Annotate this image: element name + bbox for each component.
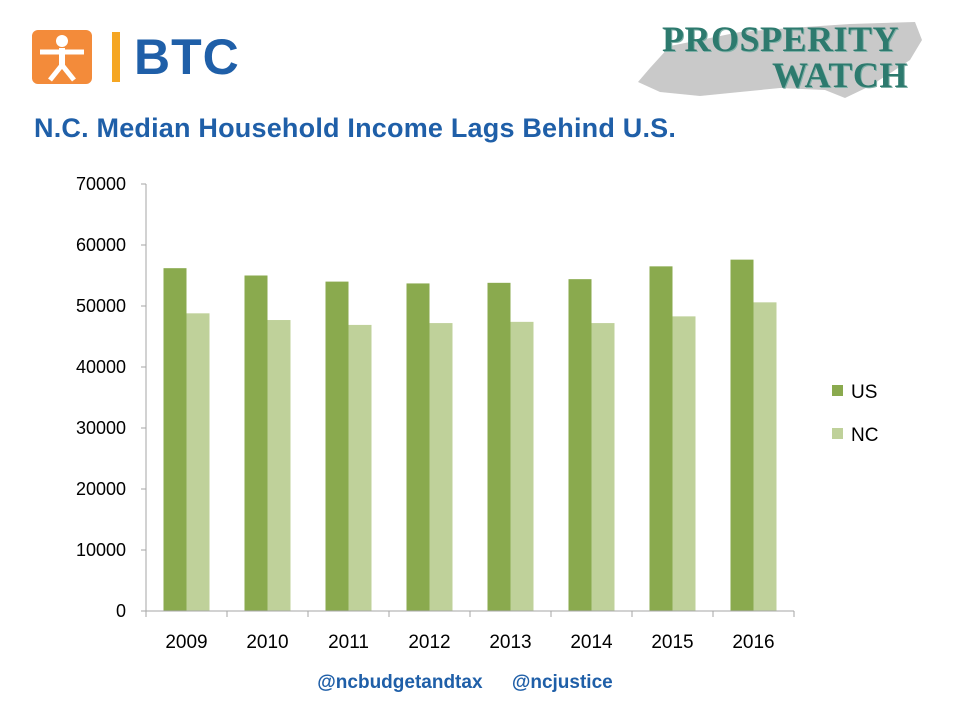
legend-swatch-nc [832,428,843,439]
x-tick-label: 2011 [328,632,369,653]
handle-ncjustice[interactable]: @ncjustice [511,672,613,693]
footer: @ncbudgetandtax @ncjustice [0,672,930,694]
handle-ncbudgetandtax[interactable]: @ncbudgetandtax [317,672,483,693]
y-tick-label: 0 [116,601,126,621]
y-tick-label: 60000 [76,235,126,255]
bar-us-2010 [244,275,268,611]
bar-nc-2010 [267,320,291,611]
y-tick-label: 40000 [76,357,126,377]
figure-icon [32,30,92,84]
bar-nc-2014 [591,323,615,611]
legend-swatch-us [832,385,843,396]
nc-state-shape [638,22,922,98]
bar-nc-2012 [429,323,453,611]
logo-divider [112,32,120,82]
bar-us-2016 [730,259,754,611]
btc-logo-text: BTC [134,29,240,85]
bar-us-2013 [487,282,511,611]
bars [163,259,777,611]
bar-nc-2013 [510,321,534,611]
bar-us-2011 [325,281,349,611]
bar-us-2015 [649,266,673,611]
btc-logo: BTC [30,29,239,90]
legend-label-nc: NC [851,425,878,446]
bar-nc-2016 [753,302,777,611]
bar-us-2014 [568,279,592,611]
y-tick-label: 50000 [76,296,126,316]
bar-nc-2011 [348,324,372,611]
x-tick-label: 2015 [651,632,693,653]
page-title: N.C. Median Household Income Lags Behind… [34,113,677,143]
x-tick-label: 2009 [165,632,207,653]
x-tick-label: 2012 [408,632,450,653]
bar-nc-2015 [672,316,696,611]
legend-label-us: US [851,382,877,403]
y-axis-ticks: 0 10000 20000 30000 40000 50000 60000 70000 [76,174,146,621]
prosperity-watch-logo: PROSPERITY WATCH [630,10,930,105]
axes [145,184,795,617]
x-tick-label: 2010 [246,632,288,653]
bar-nc-2009 [186,313,210,611]
x-tick-label: 2016 [732,632,774,653]
y-tick-label: 10000 [76,540,126,560]
watch-text: WATCH [772,55,908,95]
y-tick-label: 30000 [76,418,126,438]
y-tick-label: 70000 [76,174,126,194]
x-tick-label: 2014 [570,632,613,653]
bar-us-2009 [163,268,187,611]
legend: US NC [832,382,878,446]
prosperity-text: PROSPERITY [662,19,900,59]
x-axis-labels: 2009 2010 2011 2012 2013 2014 2015 2016 [165,632,774,653]
y-tick-label: 20000 [76,479,126,499]
x-tick-label: 2013 [489,632,531,653]
bar-us-2012 [406,283,430,611]
